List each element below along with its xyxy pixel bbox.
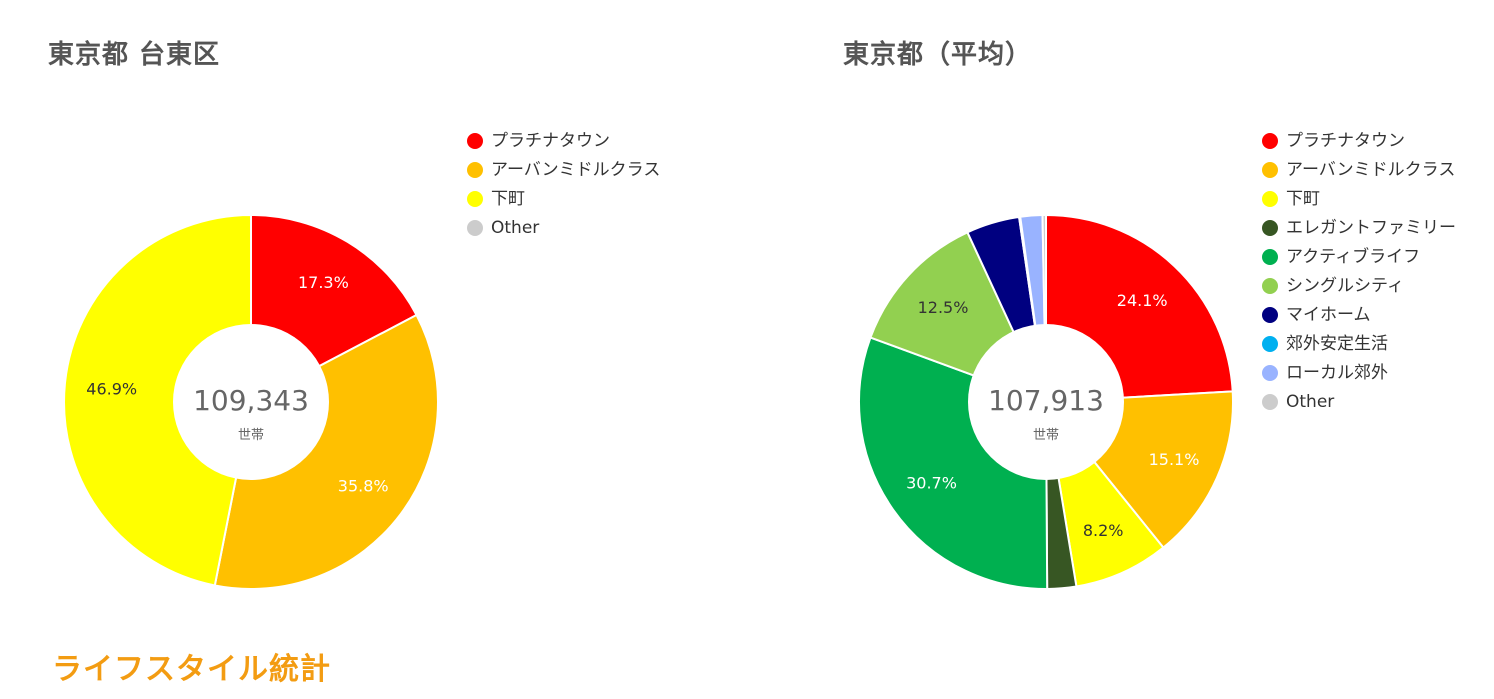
legend-swatch [1262,394,1278,410]
legend-item[interactable]: アーバンミドルクラス [1262,159,1462,182]
legend-swatch [467,133,483,149]
slice-label: 8.2% [1083,521,1124,540]
legend-swatch [1262,191,1278,207]
section-heading: ライフスタイル統計 [52,652,331,687]
legend-item[interactable]: 下町 [467,188,667,211]
legend-item[interactable]: プラチナタウン [1262,130,1462,153]
slice-2[interactable] [213,313,439,590]
legend-item[interactable]: マイホーム [1262,304,1462,327]
legend-swatch [467,162,483,178]
legend-item[interactable]: Other [467,217,667,240]
slice-label: 24.1% [1117,291,1168,310]
slice-3[interactable] [63,213,252,587]
slice-label: 46.9% [86,379,137,398]
legend-item[interactable]: プラチナタウン [467,130,667,153]
legend-label: 郊外安定生活 [1286,334,1388,354]
legend-swatch [1262,365,1278,381]
legend-swatch [1262,336,1278,352]
center-total: 107,913 [988,384,1104,417]
legend-label: ローカル郊外 [1286,363,1388,383]
chart-title: 東京都 台東区 [48,40,221,70]
legend-item[interactable]: アクティブライフ [1262,246,1462,269]
slice-label: 17.3% [298,273,349,292]
legend-swatch [467,220,483,236]
slice-label: 15.1% [1149,450,1200,469]
chart-title: 東京都（平均） [843,40,1033,70]
legend-label: エレガントファミリー [1286,218,1456,238]
slice-label: 35.8% [338,477,389,496]
donut-hole [968,324,1124,480]
center-unit: 世帯 [1033,428,1059,443]
legend-label: アクティブライフ [1286,247,1421,267]
slice-label: 30.7% [906,474,957,493]
legend-label: アーバンミドルクラス [1286,160,1456,180]
legend-label: プラチナタウン [1286,131,1405,151]
chart-panel-taito: 東京都 台東区 17.3% 35.8% 46.9% 109,343 世帯 プラチナタウン… [0,0,740,620]
legend-label: Other [1286,392,1335,412]
legend-label: シングルシティ [1286,276,1404,296]
legend-swatch [1262,162,1278,178]
chart-legend: プラチナタウンアーバンミドルクラス 下町 Other [467,130,667,246]
legend-item[interactable]: 下町 [1262,188,1462,211]
legend-item[interactable]: シングルシティ [1262,275,1462,298]
legend-label: 下町 [1286,189,1320,209]
legend-swatch [1262,278,1278,294]
legend-label: プラチナタウン [491,131,610,151]
legend-item[interactable]: アーバンミドルクラス [467,159,667,182]
slice-label: 12.5% [918,298,969,317]
donut-hole [173,324,329,480]
donut-chart: 24.1% 15.1% 8.2% 30.7% 12.5% 107,913 世帯 [858,213,1234,591]
chart-panel-tokyo-average: 東京都（平均） 24.1% 15.1% 8.2% 30.7% 12.5% 107,913 世… [795,0,1494,620]
donut-chart: 17.3% 35.8% 46.9% 109,343 世帯 [63,213,439,590]
chart-legend: プラチナタウンアーバンミドルクラス 下町エレガントファミリー アクティブライフ シング… [1262,130,1462,420]
legend-item[interactable]: Other [1262,391,1462,414]
legend-swatch [1262,220,1278,236]
legend-label: 下町 [491,189,525,209]
legend-swatch [1262,307,1278,323]
legend-label: アーバンミドルクラス [491,160,661,180]
legend-item[interactable]: ローカル郊外 [1262,362,1462,385]
center-unit: 世帯 [238,428,264,443]
legend-item[interactable]: 郊外安定生活 [1262,333,1462,356]
legend-label: Other [491,218,540,238]
legend-swatch [1262,133,1278,149]
legend-swatch [467,191,483,207]
legend-label: マイホーム [1286,305,1371,325]
legend-swatch [1262,249,1278,265]
center-total: 109,343 [193,384,309,417]
legend-item[interactable]: エレガントファミリー [1262,217,1462,240]
